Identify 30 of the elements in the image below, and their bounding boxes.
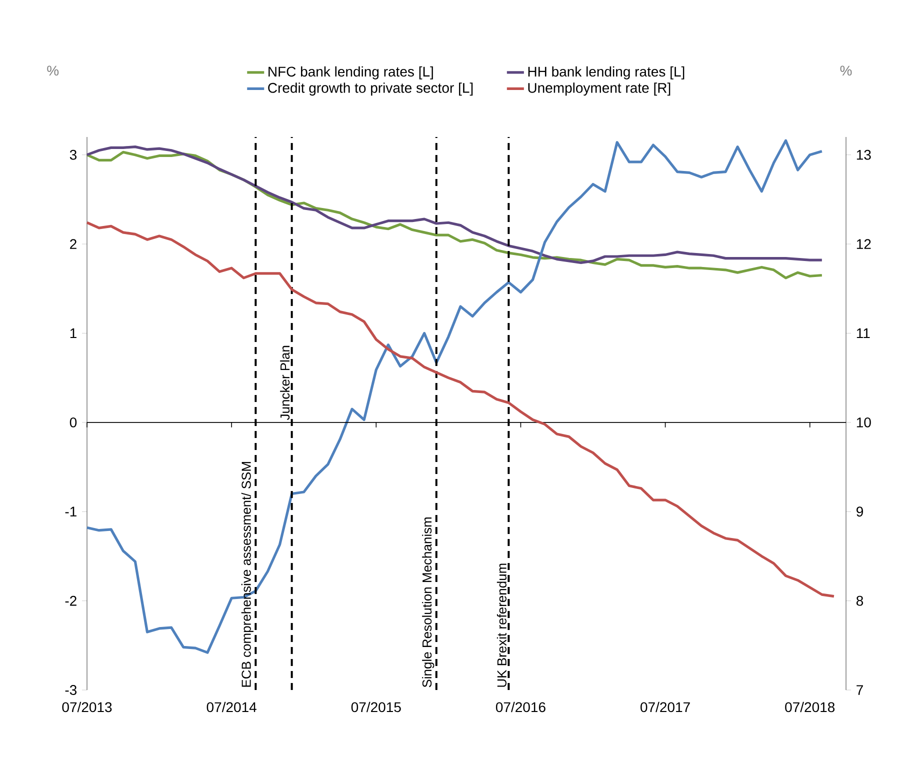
- y2-tick-label: 7: [856, 685, 863, 695]
- y-axis-title: %: [47, 66, 59, 76]
- y2-tick-label: 13: [856, 150, 871, 160]
- y-tick-label: 2: [70, 239, 76, 249]
- y-tick-label: -1: [65, 506, 76, 516]
- x-tick-label: 07/2015: [351, 702, 401, 712]
- legend-label: Credit growth to private sector [L]: [268, 82, 473, 96]
- x-tick-label: 07/2016: [496, 702, 546, 712]
- ref-line-label: Single Resolution Mechanism: [422, 517, 434, 688]
- y2-axis-title: %: [840, 66, 852, 76]
- legend-label: Unemployment rate [R]: [528, 82, 670, 96]
- y2-tick-label: 8: [856, 596, 864, 606]
- y-tick-label: 1: [70, 328, 76, 338]
- ref-line-label: Juncker Plan: [280, 346, 290, 420]
- y-tick-label: 0: [70, 417, 77, 428]
- x-tick-label: 07/2017: [640, 702, 690, 712]
- legend-label: HH bank lending rates [L]: [528, 66, 684, 80]
- x-tick-label: 07/2018: [785, 702, 835, 712]
- y2-tick-label: 12: [856, 239, 871, 249]
- y2-tick-label: 9: [856, 506, 863, 517]
- y-tick-label: 3: [70, 150, 77, 160]
- x-tick-label: 07/2014: [206, 702, 256, 712]
- x-tick-label: 07/2013: [62, 702, 112, 712]
- legend-label: NFC bank lending rates [L]: [268, 66, 433, 80]
- y2-tick-label: 11: [856, 328, 870, 338]
- ref-line-label: ECB comprehensive assessment/ SSM: [241, 462, 254, 687]
- y2-tick-label: 10: [856, 417, 871, 428]
- ref-line-label: UK Brexit referendum: [496, 564, 506, 687]
- y-tick-label: -3: [65, 685, 77, 695]
- y-tick-label: -2: [65, 596, 76, 606]
